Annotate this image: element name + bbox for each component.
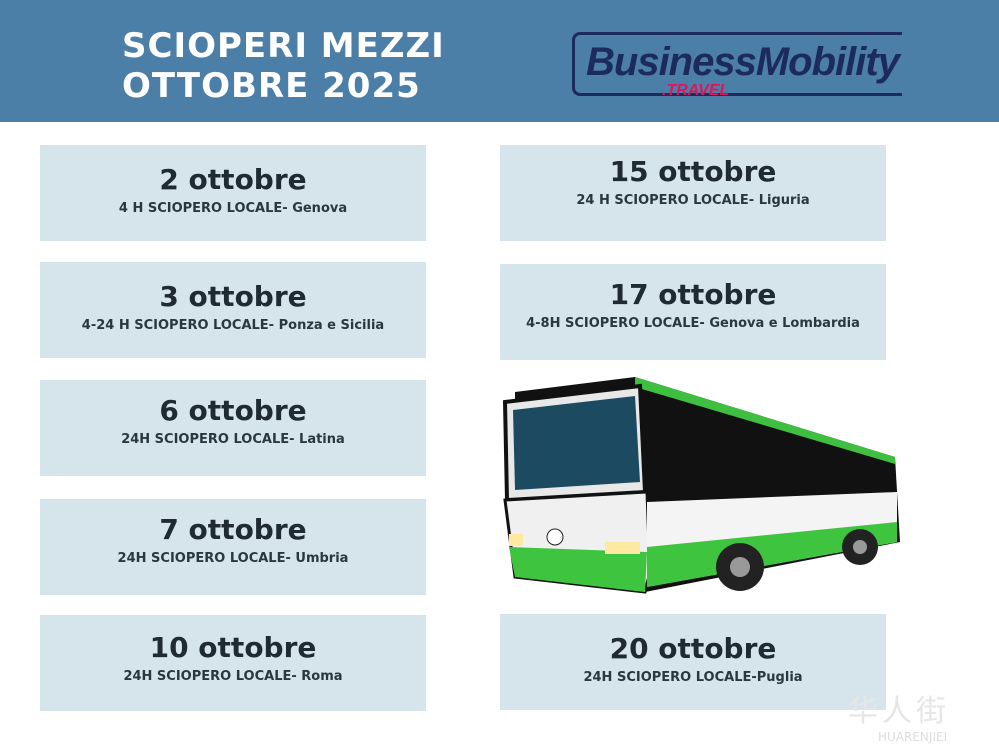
- strike-date: 17 ottobre: [609, 278, 777, 311]
- strike-card: 6 ottobre 24H SCIOPERO LOCALE- Latina: [40, 380, 426, 476]
- logo-sub: .TRAVEL: [662, 82, 730, 99]
- bus-headlight: [605, 542, 640, 554]
- strike-date: 2 ottobre: [159, 163, 307, 196]
- strike-date: 15 ottobre: [609, 155, 777, 188]
- page-title: SCIOPERI MEZZI OTTOBRE 2025: [122, 26, 445, 106]
- strike-date: 10 ottobre: [149, 631, 317, 664]
- logo-frame: [572, 32, 902, 96]
- title-line-2: OTTOBRE 2025: [122, 66, 421, 106]
- strike-card: 20 ottobre 24H SCIOPERO LOCALE-Puglia: [500, 614, 886, 710]
- logo-text: BusinessMobility: [586, 40, 900, 84]
- strike-desc: 4-8H SCIOPERO LOCALE- Genova e Lombardia: [526, 316, 860, 331]
- strike-card: 17 ottobre 4-8H SCIOPERO LOCALE- Genova e…: [500, 264, 886, 360]
- title-line-1: SCIOPERI MEZZI: [122, 26, 445, 66]
- strike-desc: 4 H SCIOPERO LOCALE- Genova: [118, 201, 348, 216]
- watermark: 华人街 HUARENJIEI: [848, 686, 950, 744]
- watermark-latin: HUARENJIEI: [878, 730, 948, 744]
- strike-date: 6 ottobre: [159, 394, 307, 427]
- bus-emblem: [546, 528, 564, 546]
- header: SCIOPERI MEZZI OTTOBRE 2025 BusinessMobi…: [0, 0, 999, 122]
- watermark-cn: 华人街: [848, 694, 950, 729]
- strike-card: 3 ottobre 4-24 H SCIOPERO LOCALE- Ponza e…: [40, 262, 426, 358]
- business-mobility-logo: BusinessMobility .TRAVEL: [572, 32, 912, 102]
- strike-card: 2 ottobre 4 H SCIOPERO LOCALE- Genova: [40, 145, 426, 241]
- strike-desc: 24H SCIOPERO LOCALE- Umbria: [117, 551, 349, 566]
- strike-desc: 24H SCIOPERO LOCALE- Latina: [121, 432, 345, 447]
- strike-date: 3 ottobre: [159, 280, 307, 313]
- strike-card: 7 ottobre 24H SCIOPERO LOCALE- Umbria: [40, 499, 426, 595]
- wheel-hub: [853, 540, 867, 554]
- bus-side-green: [647, 522, 897, 587]
- strike-date: 20 ottobre: [609, 632, 777, 665]
- strike-card: 15 ottobre 24 H SCIOPERO LOCALE- Liguria: [500, 145, 886, 241]
- bus-headlight: [509, 534, 523, 546]
- strike-desc: 24 H SCIOPERO LOCALE- Liguria: [576, 193, 810, 208]
- strike-desc: 24H SCIOPERO LOCALE-Puglia: [583, 670, 803, 685]
- bus-front-green: [509, 547, 647, 592]
- strike-desc: 24H SCIOPERO LOCALE- Roma: [123, 669, 343, 684]
- bus-icon: [502, 377, 900, 594]
- strike-date: 7 ottobre: [159, 513, 307, 546]
- wheel-hub: [730, 557, 750, 577]
- bus-roof-stripe: [635, 377, 895, 464]
- strike-card: 10 ottobre 24H SCIOPERO LOCALE- Roma: [40, 615, 426, 711]
- bus-windshield: [513, 396, 640, 490]
- strike-desc: 4-24 H SCIOPERO LOCALE- Ponza e Sicilia: [81, 318, 385, 333]
